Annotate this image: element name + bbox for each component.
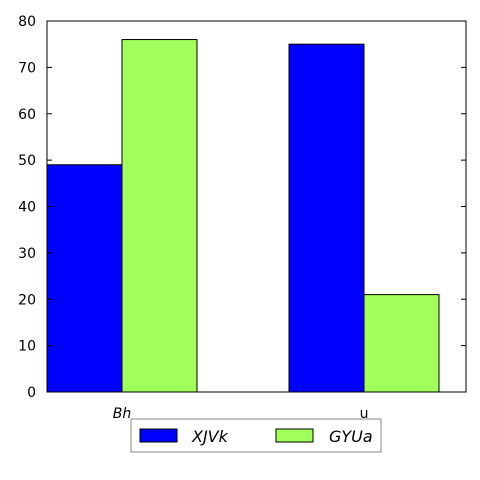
y-tick-label-60: 60 [18,107,36,123]
bar-gyua-u [363,294,440,393]
y-axis: 0 10 20 30 40 50 60 70 80 [18,14,466,401]
y-tick-label-10: 10 [18,339,36,355]
y-tick-label-30: 30 [18,246,36,262]
legend: XJVk GYUa [130,418,382,453]
y-tick-label-80: 80 [18,14,36,30]
legend-label-xjvk: XJVk [191,427,229,446]
y-tick-label-20: 20 [18,292,36,308]
bars-group [46,39,440,393]
y-tick-label-40: 40 [18,200,36,216]
x-axis: Bh u [113,406,369,422]
legend-swatch-xjvk [139,428,178,443]
bar-gyua-bh [121,39,198,393]
y-tick-label-0: 0 [27,385,36,401]
bar-xjvk-u [288,43,365,393]
bar-xjvk-bh [46,164,123,393]
y-tick-label-70: 70 [18,60,36,76]
y-tick-label-50: 50 [18,153,36,169]
legend-swatch-gyua [275,428,314,443]
x-tick-label-bh: Bh [113,406,131,422]
legend-label-gyua: GYUa [329,427,373,446]
x-tick-label-u: u [360,406,369,422]
